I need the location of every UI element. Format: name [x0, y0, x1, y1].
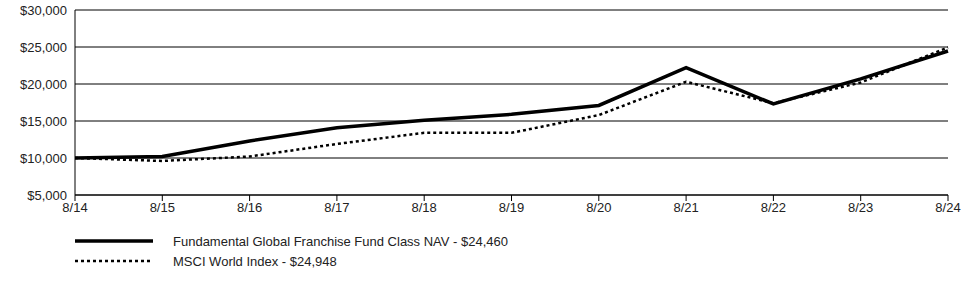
svg-text:8/14: 8/14: [62, 200, 88, 216]
svg-text:8/20: 8/20: [586, 200, 611, 215]
svg-text:8/18: 8/18: [412, 200, 437, 215]
svg-text:8/22: 8/22: [761, 200, 786, 215]
svg-text:$20,000: $20,000: [20, 77, 67, 92]
svg-text:$10,000: $10,000: [20, 151, 67, 166]
svg-text:$25,000: $25,000: [20, 40, 67, 55]
svg-text:8/23: 8/23: [848, 200, 873, 215]
svg-text:8/16: 8/16: [237, 200, 262, 215]
svg-text:8/17: 8/17: [324, 200, 349, 215]
svg-text:8/21: 8/21: [673, 200, 698, 215]
svg-text:$30,000: $30,000: [20, 3, 67, 18]
svg-text:8/19: 8/19: [499, 200, 524, 215]
svg-text:$15,000: $15,000: [20, 114, 67, 129]
svg-text:8/15: 8/15: [150, 200, 175, 215]
html-text:Fundamental Global Franchise F: Fundamental Global Franchise Fund Class …: [173, 233, 508, 249]
svg-text:$5,000: $5,000: [27, 188, 67, 203]
svg-text:8/24: 8/24: [935, 200, 960, 215]
html-text:MSCI World Index - $24,948: MSCI World Index - $24,948: [173, 253, 337, 269]
